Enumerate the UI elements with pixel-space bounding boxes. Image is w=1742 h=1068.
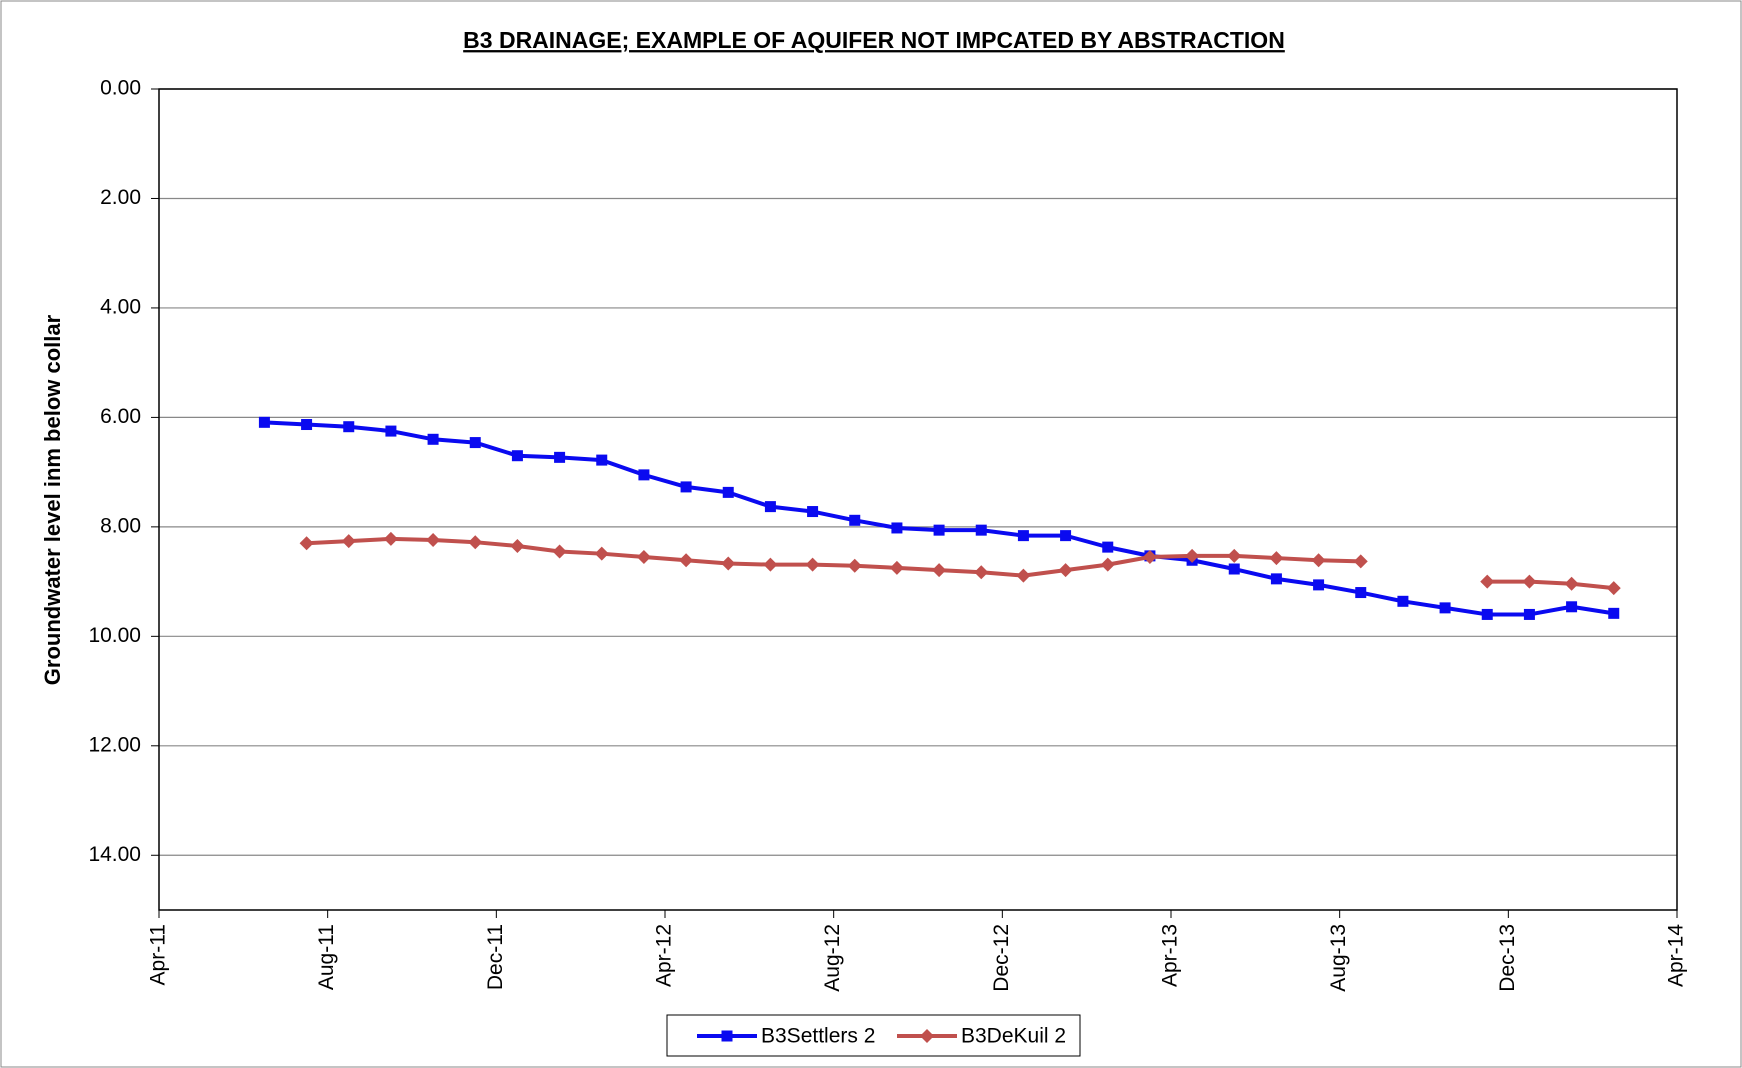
data-point <box>510 539 525 554</box>
y-tick-label: 12.00 <box>88 733 141 756</box>
data-point <box>1481 608 1493 620</box>
data-point <box>1311 553 1326 568</box>
data-point <box>469 437 481 449</box>
data-point <box>552 544 567 559</box>
data-point <box>385 425 397 437</box>
legend-label: B3DeKuil 2 <box>961 1025 1066 1048</box>
y-tick-label: 10.00 <box>88 624 141 647</box>
data-point <box>763 557 778 572</box>
data-point <box>638 469 650 481</box>
data-point <box>1522 574 1537 589</box>
data-point <box>679 553 694 568</box>
data-point <box>721 556 736 571</box>
data-point <box>1355 587 1367 599</box>
data-point <box>1566 601 1578 613</box>
data-point <box>1102 541 1114 553</box>
data-point <box>1269 551 1284 566</box>
data-point <box>680 481 692 493</box>
legend-marker <box>721 1030 733 1042</box>
data-point <box>847 558 862 573</box>
data-point <box>1606 581 1621 596</box>
data-point <box>1564 576 1579 591</box>
data-point <box>301 419 313 431</box>
x-tick-label: Aug-13 <box>1327 924 1350 992</box>
data-point <box>594 546 609 561</box>
data-point <box>554 451 566 463</box>
data-point <box>1142 549 1157 564</box>
data-point <box>889 560 904 575</box>
x-tick-label: Apr-13 <box>1159 924 1182 987</box>
data-point <box>1353 554 1368 569</box>
data-point <box>468 535 483 550</box>
x-tick-label: Apr-12 <box>653 924 676 987</box>
data-point <box>427 433 439 445</box>
data-point <box>807 506 819 518</box>
data-point <box>1397 595 1409 607</box>
x-tick-label: Aug-12 <box>821 924 844 992</box>
data-point <box>975 524 987 536</box>
data-point <box>258 416 270 428</box>
data-point <box>974 565 989 580</box>
x-tick-label: Apr-14 <box>1665 924 1688 987</box>
data-point <box>1523 608 1535 620</box>
data-point <box>1227 548 1242 563</box>
data-point <box>1270 573 1282 585</box>
x-tick-label: Apr-11 <box>147 924 170 985</box>
data-point <box>1060 530 1072 542</box>
x-tick-label: Dec-13 <box>1496 924 1519 992</box>
x-tick-label: Dec-11 <box>484 924 507 990</box>
data-point <box>891 522 903 534</box>
data-point <box>343 421 355 433</box>
legend-label: B3Settlers 2 <box>761 1025 875 1048</box>
data-point <box>933 524 945 536</box>
data-point <box>511 450 523 462</box>
data-point <box>383 531 398 546</box>
chart-title: B3 DRAINAGE; EXAMPLE OF AQUIFER NOT IMPC… <box>463 27 1285 53</box>
series-line <box>306 536 1614 591</box>
data-point <box>1185 548 1200 563</box>
data-point <box>1016 568 1031 583</box>
data-point <box>341 534 356 549</box>
data-point <box>805 557 820 572</box>
data-point <box>1017 530 1029 542</box>
data-point <box>1439 602 1451 614</box>
data-point <box>1608 607 1620 619</box>
x-tick-label: Dec-12 <box>990 924 1013 992</box>
data-point <box>1100 557 1115 572</box>
data-point <box>932 563 947 578</box>
data-point <box>722 486 734 498</box>
plot-frame <box>158 88 1678 911</box>
y-tick-label: 8.00 <box>100 514 141 537</box>
y-tick-label: 2.00 <box>100 186 141 209</box>
data-point <box>1480 574 1495 589</box>
y-tick-label: 14.00 <box>88 843 141 866</box>
data-point <box>636 549 651 564</box>
data-point <box>596 454 608 466</box>
data-point <box>299 536 314 551</box>
x-tick-label: Aug-11 <box>315 924 338 990</box>
y-tick-label: 6.00 <box>100 405 141 428</box>
y-tick-label: 0.00 <box>100 77 141 100</box>
data-point <box>426 533 441 548</box>
data-point <box>1058 563 1073 578</box>
y-axis-label: Groundwater level inm below collar <box>40 314 65 685</box>
data-point <box>849 514 861 526</box>
data-point <box>1228 563 1240 575</box>
data-point <box>1313 579 1325 591</box>
data-point <box>764 501 776 513</box>
y-tick-label: 4.00 <box>100 295 141 318</box>
legend-marker <box>920 1029 934 1043</box>
